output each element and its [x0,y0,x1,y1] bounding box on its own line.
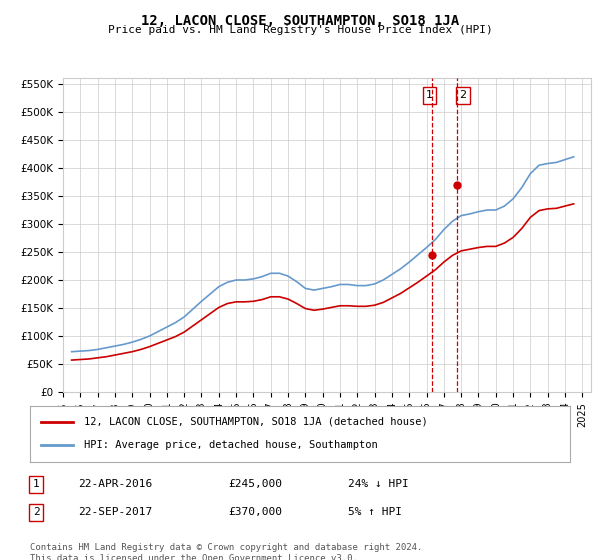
Text: HPI: Average price, detached house, Southampton: HPI: Average price, detached house, Sout… [84,440,378,450]
Text: 22-SEP-2017: 22-SEP-2017 [78,507,152,517]
Text: Price paid vs. HM Land Registry's House Price Index (HPI): Price paid vs. HM Land Registry's House … [107,25,493,35]
Text: 2: 2 [32,507,40,517]
Text: 12, LACON CLOSE, SOUTHAMPTON, SO18 1JA: 12, LACON CLOSE, SOUTHAMPTON, SO18 1JA [141,14,459,28]
Text: 1: 1 [32,479,40,489]
Text: 12, LACON CLOSE, SOUTHAMPTON, SO18 1JA (detached house): 12, LACON CLOSE, SOUTHAMPTON, SO18 1JA (… [84,417,428,427]
Text: 1: 1 [426,90,433,100]
Text: £370,000: £370,000 [228,507,282,517]
Text: 5% ↑ HPI: 5% ↑ HPI [348,507,402,517]
Text: 22-APR-2016: 22-APR-2016 [78,479,152,489]
Text: £245,000: £245,000 [228,479,282,489]
Text: Contains HM Land Registry data © Crown copyright and database right 2024.
This d: Contains HM Land Registry data © Crown c… [30,543,422,560]
Text: 24% ↓ HPI: 24% ↓ HPI [348,479,409,489]
Text: 2: 2 [460,90,466,100]
